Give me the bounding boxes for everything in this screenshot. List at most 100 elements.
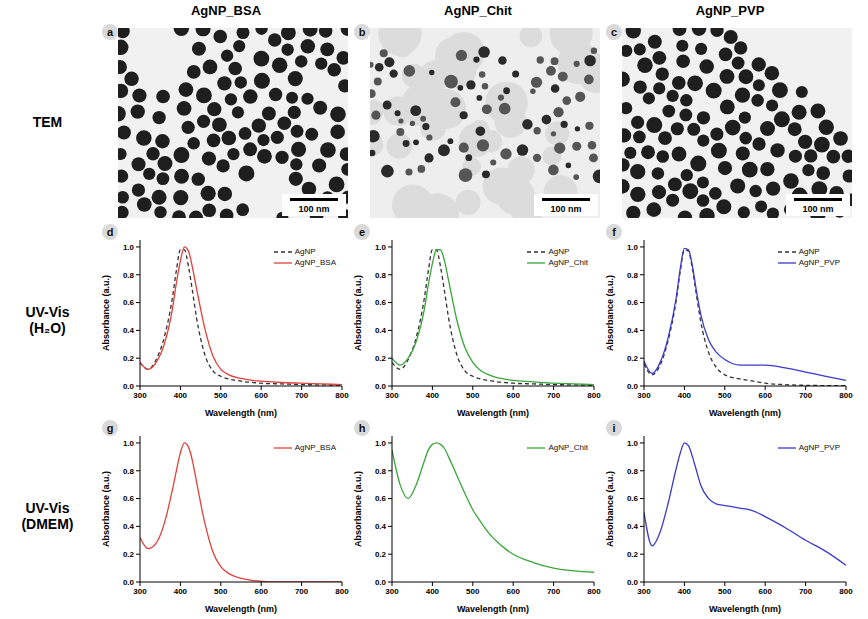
html-text:AgNP_BSA: AgNP_BSA	[294, 443, 336, 452]
svg-text:300: 300	[133, 391, 147, 400]
svg-text:1.0: 1.0	[627, 243, 639, 252]
svg-text:0.0: 0.0	[627, 382, 639, 391]
svg-text:0.6: 0.6	[123, 494, 135, 503]
svg-text:100 nm: 100 nm	[298, 204, 329, 214]
svg-text:400: 400	[678, 587, 692, 596]
svg-text:400: 400	[174, 391, 188, 400]
html-text:AgNP_PVP: AgNP_PVP	[798, 258, 840, 267]
html-text:UV-Vis (DMEM): UV-Vis (DMEM)	[21, 500, 74, 532]
svg-text:0.6: 0.6	[627, 494, 639, 503]
svg-text:0.0: 0.0	[627, 578, 639, 587]
svg-text:Wavelength (nm): Wavelength (nm)	[709, 604, 781, 614]
svg-text:0.2: 0.2	[123, 550, 135, 559]
svg-text:400: 400	[174, 587, 188, 596]
svg-text:0.6: 0.6	[375, 298, 387, 307]
svg-text:0.8: 0.8	[375, 271, 387, 280]
html-text:UV-Vis (H₂O): UV-Vis (H₂O)	[25, 304, 70, 336]
svg-text:Absorbance (a.u.): Absorbance (a.u.)	[353, 275, 363, 351]
svg-text:300: 300	[385, 587, 399, 596]
svg-text:400: 400	[426, 391, 440, 400]
svg-text:700: 700	[547, 391, 561, 400]
svg-text:Wavelength (nm): Wavelength (nm)	[205, 604, 277, 614]
svg-text:0.4: 0.4	[627, 326, 639, 335]
svg-text:0.2: 0.2	[123, 354, 135, 363]
svg-text:700: 700	[547, 587, 561, 596]
svg-text:300: 300	[385, 391, 399, 400]
svg-text:0.4: 0.4	[627, 522, 639, 531]
svg-text:300: 300	[637, 587, 651, 596]
svg-text:600: 600	[507, 587, 521, 596]
svg-text:800: 800	[587, 587, 601, 596]
svg-text:Absorbance (a.u.): Absorbance (a.u.)	[605, 471, 615, 547]
svg-text:500: 500	[214, 587, 228, 596]
svg-text:500: 500	[214, 391, 228, 400]
svg-text:0.8: 0.8	[123, 467, 135, 476]
svg-text:400: 400	[426, 587, 440, 596]
svg-text:500: 500	[718, 391, 732, 400]
svg-text:Wavelength (nm): Wavelength (nm)	[205, 408, 277, 418]
svg-text:300: 300	[133, 587, 147, 596]
svg-text:700: 700	[295, 391, 309, 400]
svg-text:Wavelength (nm): Wavelength (nm)	[457, 604, 529, 614]
svg-text:0.6: 0.6	[123, 298, 135, 307]
svg-text:0.8: 0.8	[123, 271, 135, 280]
svg-text:300: 300	[637, 391, 651, 400]
svg-text:500: 500	[466, 587, 480, 596]
svg-text:600: 600	[255, 391, 269, 400]
html-text:TEM: TEM	[32, 114, 63, 130]
svg-text:0.6: 0.6	[627, 298, 639, 307]
svg-text:700: 700	[295, 587, 309, 596]
svg-text:0.0: 0.0	[123, 578, 135, 587]
svg-text:0.4: 0.4	[123, 326, 135, 335]
svg-text:Absorbance (a.u.): Absorbance (a.u.)	[101, 275, 111, 351]
svg-text:0.2: 0.2	[375, 354, 387, 363]
svg-text:0.2: 0.2	[627, 550, 639, 559]
svg-text:700: 700	[799, 391, 813, 400]
svg-text:0.4: 0.4	[123, 522, 135, 531]
svg-text:100 nm: 100 nm	[550, 204, 581, 214]
svg-text:0.4: 0.4	[375, 522, 387, 531]
html-text:AgNP_PVP: AgNP_PVP	[695, 3, 765, 18]
svg-text:800: 800	[839, 587, 853, 596]
svg-text:1.0: 1.0	[123, 243, 135, 252]
html-text:AgNP: AgNP	[294, 247, 316, 256]
svg-text:0.2: 0.2	[375, 550, 387, 559]
svg-text:800: 800	[839, 391, 853, 400]
svg-text:0.8: 0.8	[627, 467, 639, 476]
svg-text:600: 600	[255, 587, 269, 596]
svg-text:0.8: 0.8	[375, 467, 387, 476]
svg-text:0.8: 0.8	[627, 271, 639, 280]
svg-text:Absorbance (a.u.): Absorbance (a.u.)	[353, 471, 363, 547]
svg-text:0.0: 0.0	[375, 382, 387, 391]
svg-text:1.0: 1.0	[123, 439, 135, 448]
html-text:AgNP: AgNP	[548, 247, 570, 256]
svg-text:0.0: 0.0	[375, 578, 387, 587]
svg-text:700: 700	[799, 587, 813, 596]
svg-text:500: 500	[718, 587, 732, 596]
svg-text:600: 600	[759, 391, 773, 400]
svg-text:1.0: 1.0	[375, 439, 387, 448]
html-text:AgNP_BSA: AgNP_BSA	[191, 3, 261, 18]
svg-text:400: 400	[678, 391, 692, 400]
svg-text:800: 800	[335, 391, 349, 400]
svg-text:600: 600	[759, 587, 773, 596]
html-text:AgNP: AgNP	[798, 247, 820, 256]
svg-text:800: 800	[587, 391, 601, 400]
svg-text:0.6: 0.6	[375, 494, 387, 503]
svg-text:0.2: 0.2	[627, 354, 639, 363]
svg-text:0.0: 0.0	[123, 382, 135, 391]
svg-text:1.0: 1.0	[627, 439, 639, 448]
svg-text:Wavelength (nm): Wavelength (nm)	[457, 408, 529, 418]
svg-text:600: 600	[507, 391, 521, 400]
html-text:AgNP_BSA: AgNP_BSA	[294, 258, 336, 267]
svg-text:500: 500	[466, 391, 480, 400]
html-text:AgNP_Chit: AgNP_Chit	[548, 258, 588, 267]
svg-text:800: 800	[335, 587, 349, 596]
svg-text:100 nm: 100 nm	[802, 204, 833, 214]
svg-text:Absorbance (a.u.): Absorbance (a.u.)	[101, 471, 111, 547]
html-text:AgNP_Chit: AgNP_Chit	[444, 3, 512, 18]
svg-text:1.0: 1.0	[375, 243, 387, 252]
svg-text:0.4: 0.4	[375, 326, 387, 335]
svg-text:Wavelength (nm): Wavelength (nm)	[709, 408, 781, 418]
svg-text:Absorbance (a.u.): Absorbance (a.u.)	[605, 275, 615, 351]
